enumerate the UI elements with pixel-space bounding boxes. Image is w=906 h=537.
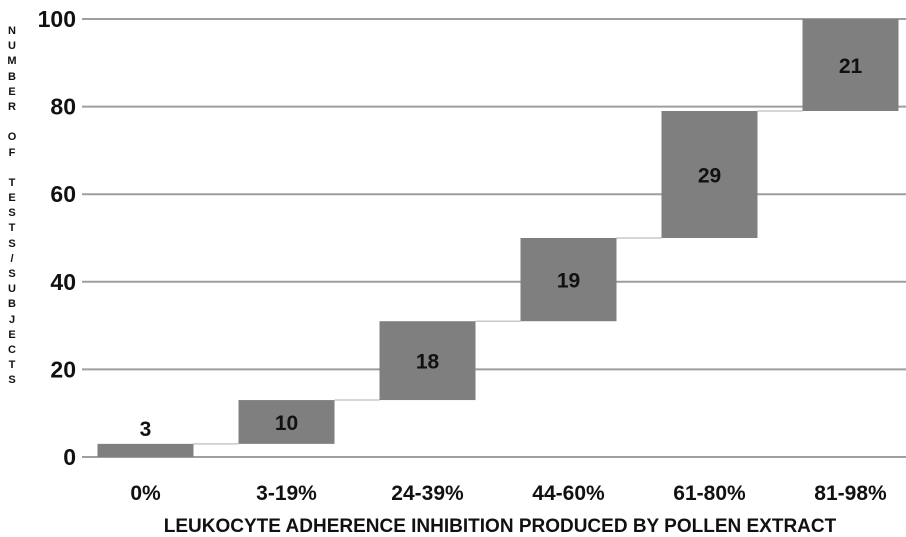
bar [661,110,758,238]
bar [97,443,194,457]
y-tick-label: 0 [63,444,76,470]
y-tick-label: 60 [50,181,76,207]
gridlines [82,18,906,458]
x-tick-label: 3-19% [256,482,317,505]
y-tick-label: 80 [50,94,76,120]
y-tick-label: 40 [50,269,76,295]
bar-value-label: 19 [557,270,580,293]
x-axis-ticks: 0% 3-19% 24-39% 44-60% 61-80% 81-98% [130,482,887,505]
bar-value-label: 3 [140,418,152,441]
y-tick-label: 100 [38,6,76,32]
x-tick-label: 0% [130,482,161,505]
bar-value-label: 29 [698,164,721,187]
x-tick-label: 61-80% [673,482,746,505]
x-tick-label: 44-60% [532,482,605,505]
connectors [193,110,803,445]
bar [802,19,899,111]
bar-value-label: 18 [416,351,440,374]
bar [520,238,617,322]
bar [379,321,476,401]
bar-value-label: 10 [275,412,298,435]
x-tick-label: 81-98% [814,482,887,505]
bar [238,400,335,444]
y-tick-label: 20 [50,356,76,382]
bars: 3 10 18 19 29 21 [97,19,899,457]
bar-value-label: 21 [839,55,863,78]
y-axis-ticks: 0 20 40 60 80 100 [38,6,76,470]
x-axis-label: LEUKOCYTE ADHERENCE INHIBITION PRODUCED … [164,516,837,537]
x-tick-label: 24-39% [391,482,464,505]
